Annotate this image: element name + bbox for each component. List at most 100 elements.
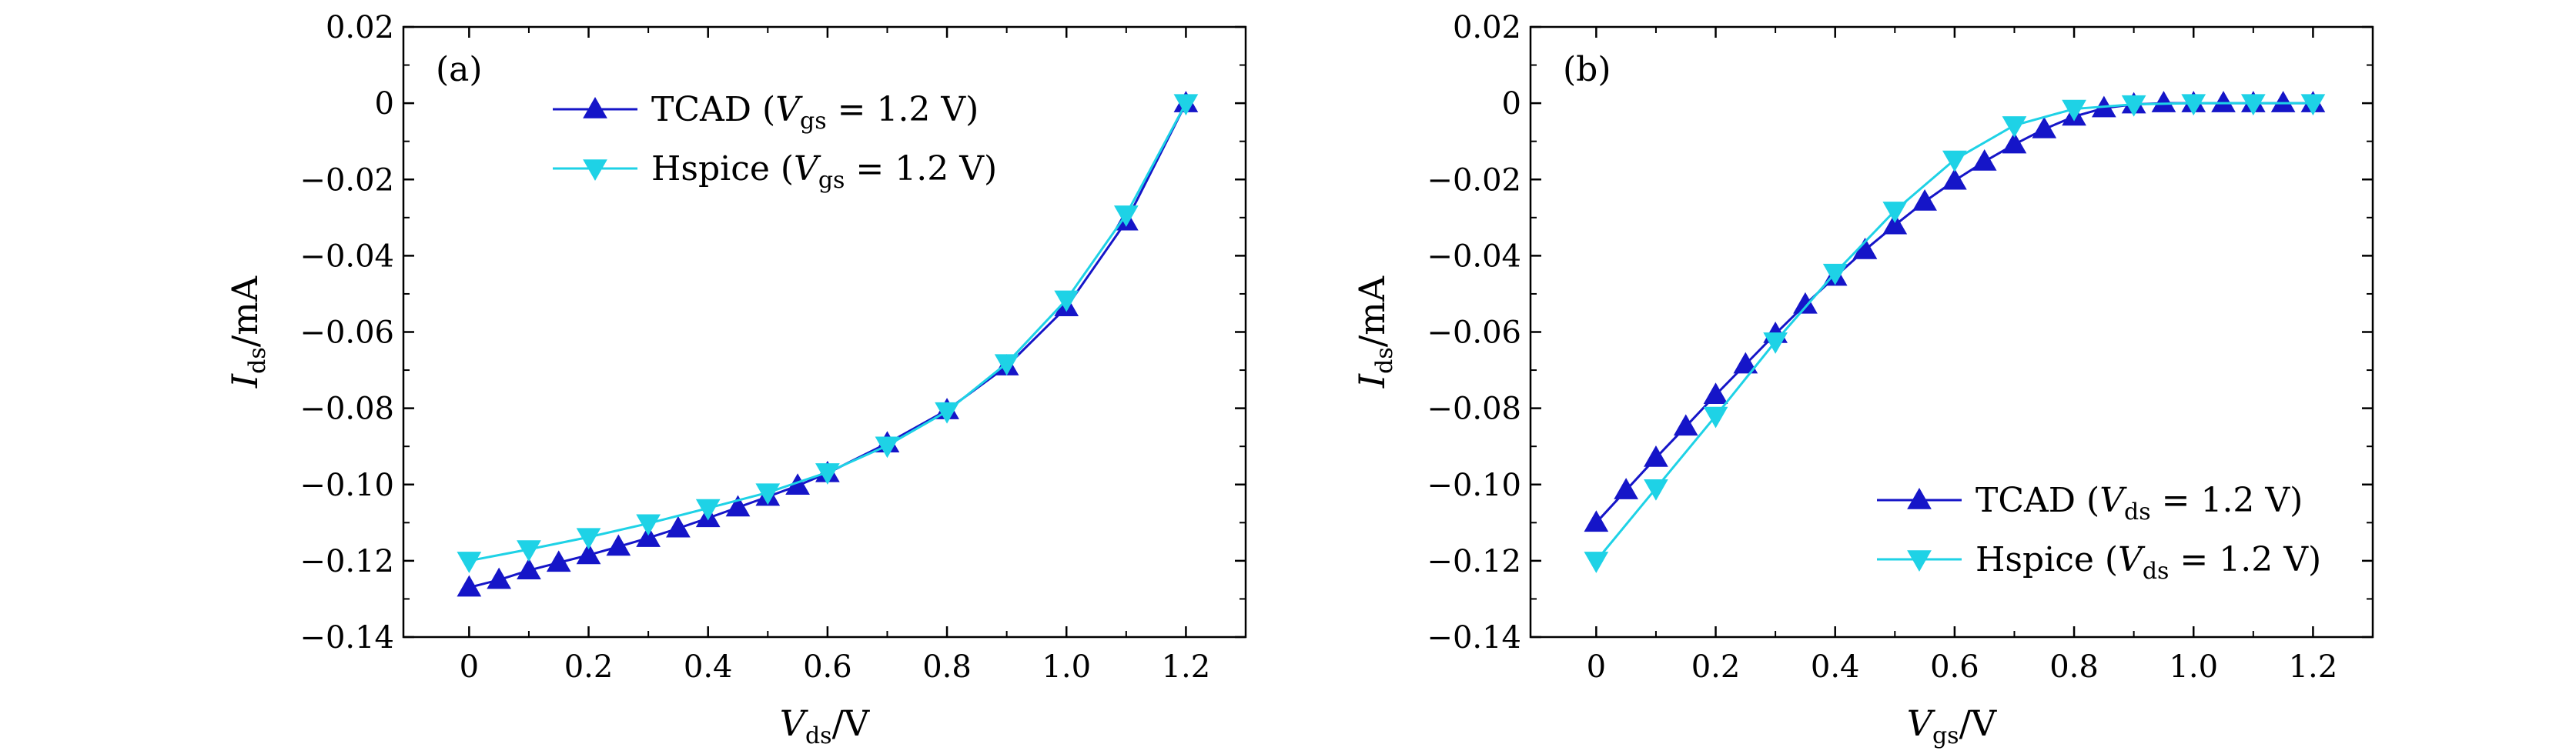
- data-point-hspice: [517, 540, 541, 562]
- panel-a-chart: 0 0.2 0.4 0.6 0.8 1.0 1.2 0.02 0 −0.02 −0.04 −0.06 −…: [224, 10, 1247, 749]
- data-point-tcad: [725, 495, 751, 517]
- panel-label: (a): [436, 50, 483, 89]
- data-point-tcad: [1703, 382, 1728, 405]
- data-point-tcad: [576, 542, 601, 565]
- x-axis-title: Vds/V: [780, 702, 870, 749]
- data-point-tcad: [606, 534, 631, 556]
- x-axis-title: Vgs/V: [1907, 702, 1997, 749]
- data-point-hspice: [2062, 99, 2086, 122]
- y-tick-label: −0.02: [299, 162, 394, 198]
- x-tick-label: 1.0: [2169, 649, 2218, 685]
- series-hspice: [457, 94, 1199, 573]
- data-point-tcad: [2151, 91, 2176, 112]
- data-point-tcad: [546, 550, 571, 572]
- panel-label: (b): [1563, 50, 1611, 89]
- data-point-tcad: [1733, 352, 1758, 374]
- data-point-hspice: [1763, 332, 1788, 354]
- data-point-tcad: [1942, 168, 1967, 190]
- data-point-hspice: [1173, 94, 1199, 116]
- x-tick-label: 0.4: [684, 649, 733, 685]
- y-tick-label: −0.06: [299, 315, 394, 351]
- data-point-hspice: [457, 552, 482, 573]
- y-tick-label: −0.10: [299, 468, 394, 503]
- y-axis-title: Ids/mA: [1351, 275, 1398, 389]
- data-point-tcad: [487, 567, 512, 589]
- data-point-hspice: [2002, 116, 2027, 138]
- data-point-hspice: [636, 514, 661, 536]
- y-axis-title: Ids/mA: [224, 275, 271, 389]
- legend-label-tcad: TCAD (Vds = 1.2 V): [1975, 481, 2303, 525]
- legend-marker-hspice: [1907, 550, 1932, 572]
- data-point-hspice: [1584, 552, 1609, 573]
- data-point-tcad: [1644, 445, 1668, 467]
- series-hspice: [1584, 94, 2326, 573]
- data-point-tcad: [666, 515, 691, 538]
- y-tick-label: 0: [375, 86, 394, 122]
- x-tick-label: 1.2: [2289, 649, 2338, 685]
- data-point-hspice: [1113, 205, 1139, 227]
- data-point-hspice: [755, 483, 781, 505]
- data-point-tcad: [517, 558, 541, 580]
- data-point-tcad: [1614, 478, 1639, 499]
- x-tick-label: 0.4: [1811, 649, 1860, 685]
- data-point-hspice: [2181, 94, 2206, 116]
- legend-marker-hspice: [583, 159, 607, 182]
- x-tick-label: 0.2: [564, 649, 614, 685]
- x-tick-label: 0: [460, 649, 479, 685]
- x-tick-label: 0: [1587, 649, 1606, 685]
- data-point-hspice: [1054, 290, 1079, 312]
- data-point-tcad: [2211, 91, 2236, 112]
- y-tick-label: −0.04: [1427, 239, 1521, 274]
- data-point-hspice: [1703, 406, 1728, 429]
- y-tick-label: −0.12: [299, 544, 394, 579]
- data-point-hspice: [1942, 150, 1967, 172]
- data-point-tcad: [1793, 292, 1818, 314]
- x-tick-label: 0.2: [1691, 649, 1741, 685]
- x-tick-label: 0.6: [1930, 649, 1979, 685]
- legend-label-tcad: TCAD (Vgs = 1.2 V): [651, 90, 979, 135]
- data-point-hspice: [875, 436, 900, 459]
- data-point-tcad: [2032, 116, 2057, 138]
- x-tick-label: 0.8: [922, 649, 972, 685]
- legend-label-hspice: Hspice (Vds = 1.2 V): [1975, 540, 2321, 585]
- y-tick-label: 0: [1502, 86, 1521, 122]
- data-point-hspice: [1822, 263, 1848, 285]
- data-point-tcad: [1673, 414, 1698, 436]
- data-point-hspice: [2240, 94, 2266, 116]
- data-point-hspice: [994, 354, 1019, 376]
- x-tick-label: 0.8: [2049, 649, 2099, 685]
- y-tick-label: −0.06: [1427, 315, 1521, 351]
- data-point-hspice: [1644, 479, 1668, 501]
- data-point-hspice: [2121, 95, 2146, 117]
- y-tick-label: −0.04: [299, 239, 394, 274]
- data-point-hspice: [2300, 94, 2326, 116]
- x-tick-label: 0.6: [803, 649, 852, 685]
- legend-marker-tcad: [583, 96, 607, 118]
- data-point-tcad: [1912, 188, 1937, 211]
- y-tick-label: −0.14: [299, 620, 394, 656]
- y-tick-label: −0.08: [1427, 392, 1521, 427]
- y-tick-label: −0.10: [1427, 468, 1521, 503]
- data-point-hspice: [695, 499, 721, 521]
- data-point-tcad: [457, 575, 482, 597]
- data-point-tcad: [636, 525, 661, 547]
- data-point-hspice: [1882, 202, 1908, 223]
- panel-b-chart: 0 0.2 0.4 0.6 0.8 1.0 1.2 0.02 0 −0.02 −0.04 −0.06 −…: [1351, 10, 2374, 749]
- y-tick-label: −0.14: [1427, 620, 1521, 656]
- legend-marker-tcad: [1907, 487, 1932, 509]
- legend-label-hspice: Hspice (Vgs = 1.2 V): [651, 149, 997, 194]
- data-point-tcad: [1972, 148, 1997, 171]
- data-point-tcad: [1584, 510, 1609, 532]
- data-point-hspice: [815, 463, 840, 485]
- y-tick-label: −0.08: [299, 392, 394, 427]
- data-point-hspice: [576, 528, 601, 550]
- y-tick-label: −0.12: [1427, 544, 1521, 579]
- y-tick-label: −0.02: [1427, 162, 1521, 198]
- data-point-hspice: [935, 402, 959, 424]
- data-point-tcad: [1882, 212, 1908, 235]
- data-point-tcad: [2002, 132, 2027, 154]
- y-tick-label: 0.02: [326, 10, 394, 45]
- x-tick-label: 1.0: [1042, 649, 1091, 685]
- y-tick-label: 0.02: [1453, 10, 1521, 45]
